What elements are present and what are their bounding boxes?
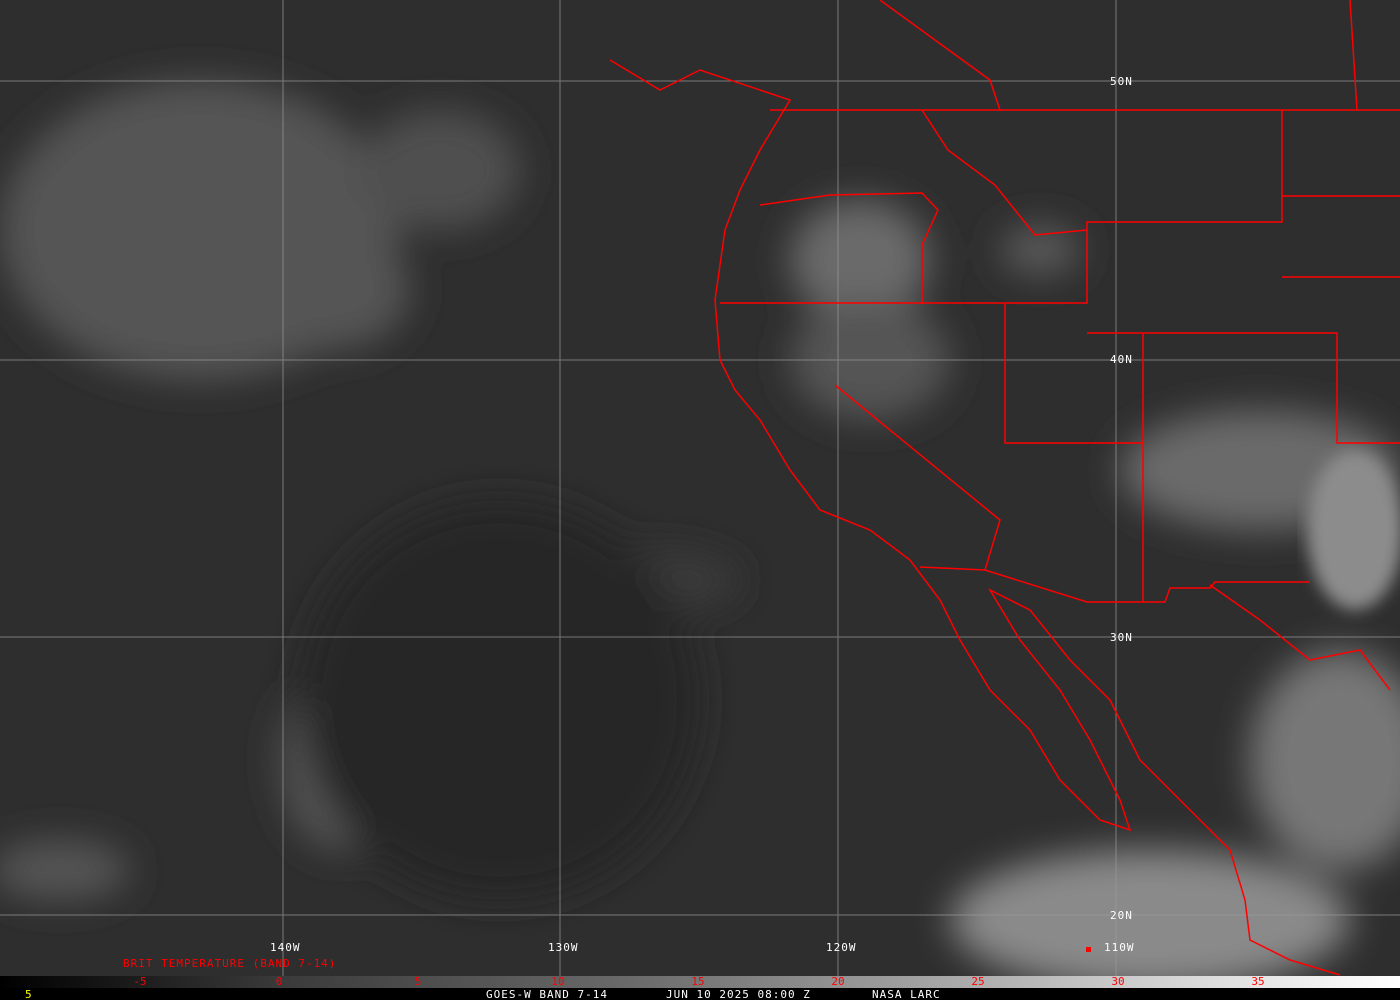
lat-label-40n: 40N bbox=[1110, 353, 1133, 366]
political-borders bbox=[609, 0, 1400, 976]
colorbar-tick: 5 bbox=[414, 975, 422, 988]
colorbar-tick: -5 bbox=[133, 975, 147, 988]
lat-label-20n: 20N bbox=[1110, 909, 1133, 922]
colorbar-tick: 35 bbox=[1251, 975, 1265, 988]
colorbar-tick: 15 bbox=[691, 975, 705, 988]
lat-label-30n: 30N bbox=[1110, 631, 1133, 644]
footer-bar: 5 GOES-W BAND 7-14 JUN 10 2025 08:00 Z N… bbox=[0, 988, 1400, 1000]
image-source: NASA LARC bbox=[872, 988, 941, 1000]
colorbar-tick: 30 bbox=[1111, 975, 1125, 988]
image-datetime: JUN 10 2025 08:00 Z bbox=[666, 988, 811, 1000]
cloud-layer bbox=[0, 80, 1400, 990]
colorbar bbox=[0, 976, 1400, 988]
marker-point bbox=[1086, 947, 1091, 952]
colorbar-tick: 20 bbox=[831, 975, 845, 988]
border-mexico-us bbox=[919, 566, 1310, 603]
coastline-west bbox=[609, 59, 1341, 976]
frame-marker: 5 bbox=[25, 988, 33, 1000]
colorbar-tick: 25 bbox=[971, 975, 985, 988]
lon-label-130w: 130W bbox=[548, 941, 579, 954]
lon-label-120w: 120W bbox=[826, 941, 857, 954]
colorbar-label: BRIT TEMPERATURE (BAND 7-14) bbox=[123, 957, 337, 970]
mexico-coast-east bbox=[1209, 584, 1391, 691]
colorbar-tick: 10 bbox=[551, 975, 565, 988]
colorbar-tick: 0 bbox=[275, 975, 283, 988]
lat-label-50n: 50N bbox=[1110, 75, 1133, 88]
lon-label-140w: 140W bbox=[270, 941, 301, 954]
satellite-name: GOES-W BAND 7-14 bbox=[486, 988, 608, 1000]
lon-label-110w: 110W bbox=[1104, 941, 1135, 954]
cloud-bright bbox=[1307, 450, 1400, 610]
graticule bbox=[0, 0, 1400, 976]
